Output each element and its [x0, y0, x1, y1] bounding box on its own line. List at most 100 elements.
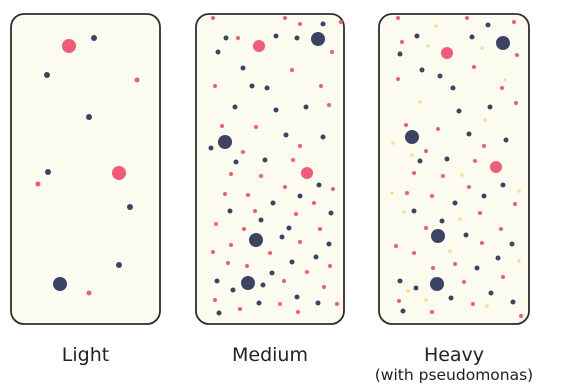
- yellow-dot: [418, 100, 422, 104]
- blue-dot: [400, 308, 406, 314]
- yellow-dot: [517, 189, 521, 193]
- yellow-dot: [517, 259, 521, 263]
- blue-dot: [495, 255, 501, 261]
- red-dot: [339, 20, 343, 24]
- red-dot: [290, 68, 294, 72]
- panel-medium-dots: [208, 16, 343, 316]
- red-dot: [480, 241, 484, 245]
- blue-dot: [311, 32, 325, 46]
- red-dot: [512, 20, 516, 24]
- blue-dot: [320, 134, 326, 140]
- blue-dot: [439, 218, 445, 224]
- red-dot: [394, 244, 398, 248]
- blue-dot: [233, 159, 239, 165]
- red-dot: [397, 299, 401, 303]
- red-dot: [296, 310, 300, 314]
- red-dot: [298, 22, 302, 26]
- blue-dot: [215, 49, 221, 55]
- panel-light-label: Light: [61, 344, 110, 366]
- red-dot: [462, 280, 466, 284]
- blue-dot: [437, 73, 443, 79]
- blue-dot: [218, 135, 232, 149]
- red-dot: [211, 250, 215, 254]
- blue-dot: [264, 85, 270, 91]
- panel-light-dots: [35, 35, 140, 296]
- blue-dot: [397, 278, 403, 284]
- red-dot: [490, 161, 502, 173]
- red-dot: [328, 264, 332, 268]
- red-dot: [478, 211, 482, 215]
- red-dot: [319, 84, 323, 88]
- red-dot: [253, 209, 257, 213]
- red-dot: [283, 16, 287, 20]
- red-dot: [223, 192, 227, 196]
- red-dot: [298, 240, 302, 244]
- blue-dot: [53, 277, 67, 291]
- blue-dot: [258, 217, 264, 223]
- red-dot: [471, 302, 475, 306]
- blue-dot: [230, 287, 236, 293]
- red-dot: [441, 47, 453, 59]
- blue-dot: [500, 182, 506, 188]
- yellow-dot: [402, 210, 406, 214]
- blue-dot: [294, 35, 300, 41]
- red-dot: [453, 262, 457, 266]
- yellow-dot: [503, 78, 507, 82]
- red-dot: [431, 266, 435, 270]
- yellow-dot: [460, 173, 464, 177]
- blue-dot: [44, 72, 50, 78]
- red-dot: [229, 243, 233, 247]
- blue-dot: [452, 200, 458, 206]
- blue-dot: [214, 278, 220, 284]
- red-dot: [424, 149, 428, 153]
- red-dot: [298, 144, 302, 148]
- blue-dot: [279, 234, 285, 240]
- red-dot: [86, 290, 92, 296]
- red-dot: [62, 39, 76, 53]
- blue-dot: [487, 104, 493, 110]
- blue-dot: [240, 65, 246, 71]
- blue-dot: [294, 294, 300, 300]
- red-dot: [245, 264, 249, 268]
- red-dot: [322, 285, 326, 289]
- blue-dot: [91, 35, 97, 41]
- red-dot: [241, 150, 245, 154]
- blue-dot: [326, 241, 332, 247]
- yellow-dot: [480, 46, 484, 50]
- red-dot: [405, 191, 409, 195]
- blue-dot: [223, 35, 229, 41]
- blue-dot: [297, 193, 303, 199]
- blue-dot: [256, 300, 262, 306]
- blue-dot: [303, 104, 309, 110]
- red-dot: [441, 174, 445, 178]
- yellow-dot: [448, 249, 452, 253]
- blue-dot: [313, 254, 319, 260]
- blue-dot: [241, 276, 255, 290]
- red-dot: [330, 50, 334, 54]
- blue-dot: [405, 130, 419, 144]
- red-dot: [472, 65, 476, 69]
- yellow-dot: [390, 191, 394, 195]
- blue-dot: [260, 282, 266, 288]
- blue-dot: [450, 85, 456, 91]
- yellow-dot: [458, 217, 462, 221]
- yellow-dot: [434, 24, 438, 28]
- red-dot: [229, 172, 233, 176]
- blue-dot: [45, 169, 51, 175]
- blue-dot: [216, 310, 222, 316]
- blue-dot: [249, 233, 263, 247]
- yellow-dot: [410, 153, 414, 157]
- blue-dot: [510, 299, 516, 305]
- blue-dot: [273, 33, 279, 39]
- blue-dot: [116, 262, 122, 268]
- blue-dot: [286, 225, 292, 231]
- blue-dot: [448, 295, 454, 301]
- red-dot: [396, 16, 400, 20]
- panel-heavy-frame: [378, 13, 530, 325]
- red-dot: [519, 314, 523, 318]
- red-dot: [404, 123, 408, 127]
- blue-dot: [474, 265, 480, 271]
- red-dot: [412, 171, 416, 175]
- blue-dot: [283, 132, 289, 138]
